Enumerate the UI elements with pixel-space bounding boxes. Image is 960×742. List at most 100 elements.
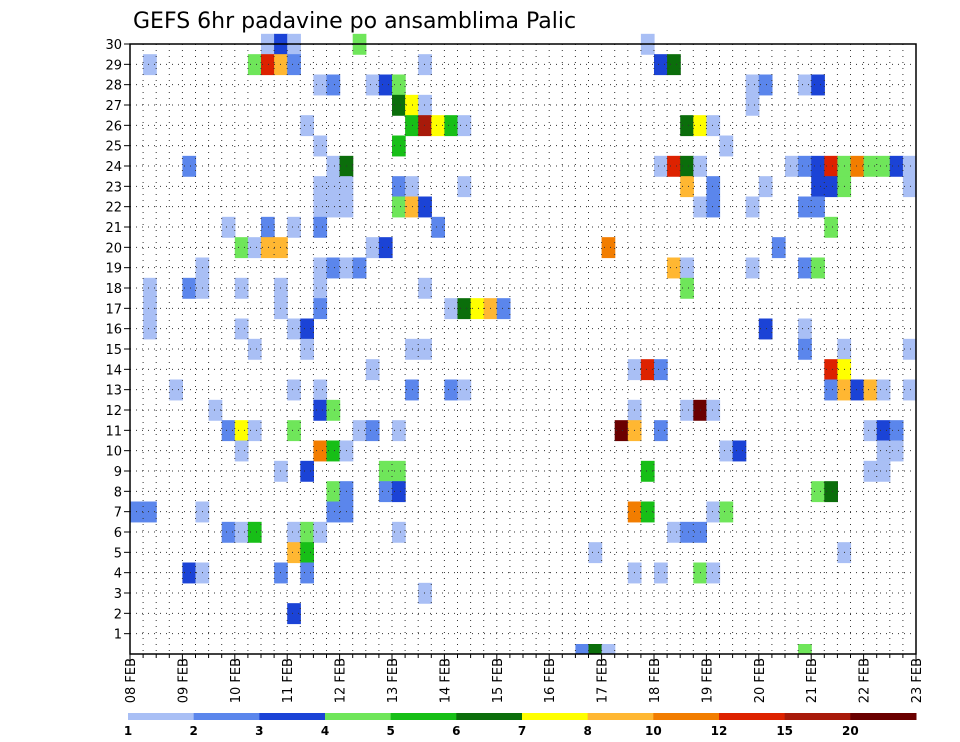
- heatmap-cell: [876, 460, 891, 482]
- heatmap-cell: [758, 74, 773, 96]
- heatmap-cell: [889, 440, 904, 462]
- heatmap-cell: [326, 481, 341, 503]
- heatmap-cell: [680, 257, 694, 279]
- colorbar: 1 2 3 4 5 6 7 8 10 12 15 20: [124, 713, 917, 738]
- heatmap-cell: [418, 338, 432, 360]
- heatmap-cells: [130, 33, 917, 654]
- y-tick-label: 17: [105, 302, 122, 317]
- y-tick-label: 26: [105, 119, 122, 134]
- heatmap-cell: [745, 94, 760, 116]
- heatmap-cell: [798, 338, 812, 360]
- x-tick-label: 09 FEB: [176, 658, 191, 703]
- y-tick-label: 5: [114, 546, 122, 561]
- heatmap-cell: [313, 257, 328, 279]
- colorbar-swatch: [719, 713, 786, 720]
- y-tick-label: 20: [105, 241, 122, 256]
- y-tick-label: 18: [105, 282, 122, 297]
- heatmap-cell: [261, 237, 275, 259]
- heatmap-cell: [287, 216, 301, 238]
- heatmap-cell: [405, 115, 419, 137]
- x-tick-label: 21 FEB: [805, 658, 820, 703]
- heatmap-cell: [234, 237, 249, 259]
- y-tick-label: 4: [114, 567, 122, 582]
- heatmap-cell: [378, 481, 393, 503]
- chart-title: GEFS 6hr padavine po ansamblima Palic: [133, 9, 576, 34]
- heatmap-cell: [208, 399, 223, 421]
- heatmap-cell: [824, 359, 838, 381]
- heatmap-cell: [143, 501, 157, 523]
- heatmap-cell: [221, 420, 236, 442]
- heatmap-cell: [876, 155, 891, 177]
- heatmap-cell: [457, 176, 472, 198]
- heatmap-cell: [326, 399, 341, 421]
- x-tick-label: 14 FEB: [438, 658, 453, 703]
- colorbar-swatch: [128, 713, 195, 720]
- heatmap-cell: [824, 176, 838, 198]
- heatmap-cell: [392, 74, 406, 96]
- heatmap-cell: [706, 562, 721, 584]
- heatmap-cell: [680, 115, 694, 137]
- heatmap-cell: [326, 74, 341, 96]
- heatmap-cell: [850, 155, 865, 177]
- heatmap-cell: [313, 135, 328, 157]
- colorbar-label: 1: [124, 724, 132, 738]
- heatmap-cell: [785, 155, 799, 177]
- heatmap-cell: [614, 420, 629, 442]
- colorbar-label: 2: [189, 724, 197, 738]
- x-tick-label: 13 FEB: [386, 658, 401, 703]
- heatmap-cell: [326, 440, 341, 462]
- heatmap-cell: [287, 542, 301, 564]
- colorbar-swatch: [259, 713, 326, 720]
- heatmap-cell: [392, 460, 406, 482]
- y-tick-label: 29: [105, 58, 122, 73]
- heatmap-cell: [313, 399, 328, 421]
- heatmap-cell: [444, 379, 459, 401]
- heatmap-cell: [221, 216, 236, 238]
- y-tick-label: 14: [105, 363, 122, 378]
- heatmap-cell: [418, 196, 432, 218]
- heatmap-cell: [234, 420, 249, 442]
- heatmap-cell: [247, 54, 262, 76]
- heatmap-cell: [457, 115, 472, 137]
- heatmap-cell: [313, 74, 328, 96]
- dotted-grid: [130, 43, 916, 654]
- y-tick-label: 1: [114, 628, 122, 643]
- x-tick-label: 17 FEB: [596, 658, 611, 703]
- heatmap-cell: [300, 338, 314, 360]
- heatmap-cell: [706, 196, 721, 218]
- x-tick-label: 20 FEB: [753, 658, 768, 703]
- heatmap-cell: [313, 298, 328, 320]
- heatmap-cell: [365, 420, 380, 442]
- y-tick-label: 10: [105, 445, 122, 460]
- heatmap-cell: [601, 644, 616, 654]
- heatmap-cell: [667, 257, 681, 279]
- y-tick-label: 12: [105, 404, 122, 419]
- heatmap-cell: [719, 440, 734, 462]
- heatmap-cell: [431, 115, 445, 137]
- heatmap-cell: [352, 420, 367, 442]
- heatmap-cell: [313, 176, 328, 198]
- heatmap-cell: [850, 379, 865, 401]
- x-tick-label: 10 FEB: [229, 658, 244, 703]
- heatmap-cell: [654, 562, 668, 584]
- colorbar-swatch: [653, 713, 720, 720]
- heatmap-cell: [745, 257, 760, 279]
- heatmap-cell: [824, 155, 838, 177]
- y-tick-label: 22: [105, 201, 122, 216]
- y-tick-label: 21: [105, 221, 122, 236]
- heatmap-cell: [300, 542, 314, 564]
- heatmap-cell: [431, 216, 445, 238]
- x-tick-label: 12 FEB: [334, 658, 349, 703]
- heatmap-cell: [758, 318, 773, 340]
- y-tick-label: 30: [105, 38, 122, 53]
- heatmap-cell: [811, 155, 825, 177]
- heatmap-cell: [902, 338, 917, 360]
- heatmap-cell: [182, 155, 197, 177]
- heatmap-cell: [719, 501, 734, 523]
- heatmap-cell: [706, 399, 721, 421]
- x-tick-label: 08 FEB: [124, 658, 139, 703]
- heatmap-cell: [405, 379, 419, 401]
- colorbar-label: 7: [518, 724, 526, 738]
- heatmap-cell: [300, 318, 314, 340]
- colorbar-label: 8: [583, 724, 591, 738]
